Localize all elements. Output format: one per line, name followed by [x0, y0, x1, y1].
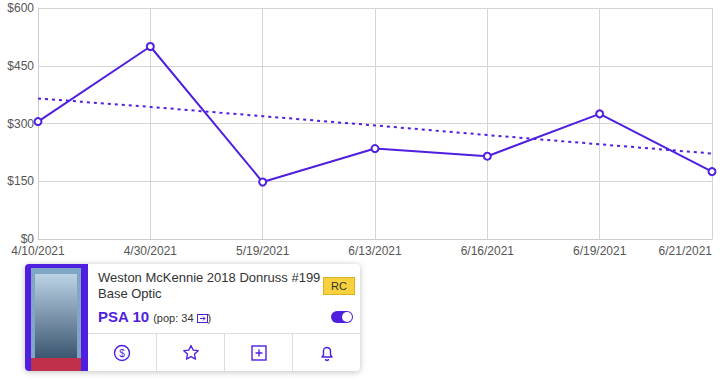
- svg-text:$600: $600: [7, 1, 34, 15]
- svg-text:$150: $150: [7, 174, 34, 188]
- svg-text:6/13/2021: 6/13/2021: [348, 244, 402, 258]
- html-text:RC: RC: [331, 280, 347, 292]
- html-text:Weston McKennie 2018 Donruss #: Weston McKennie 2018 Donruss #199: [98, 270, 321, 285]
- svg-text:$450: $450: [7, 59, 34, 73]
- svg-text:6/16/2021: 6/16/2021: [461, 244, 515, 258]
- svg-text:$: $: [119, 348, 125, 359]
- svg-text:$0: $0: [20, 232, 34, 246]
- html-text:PSA 10 (pop: 34: PSA 10 (pop: 34: [98, 308, 197, 325]
- svg-text:6/19/2021: 6/19/2021: [573, 244, 627, 258]
- svg-text:4/30/2021: 4/30/2021: [124, 244, 178, 258]
- svg-text:4/10/2021: 4/10/2021: [11, 244, 65, 258]
- html-text:Base Optic: Base Optic: [98, 286, 162, 301]
- svg-text:5/19/2021: 5/19/2021: [236, 244, 290, 258]
- svg-text:$300: $300: [7, 117, 34, 131]
- svg-text:6/21/2021: 6/21/2021: [659, 244, 713, 258]
